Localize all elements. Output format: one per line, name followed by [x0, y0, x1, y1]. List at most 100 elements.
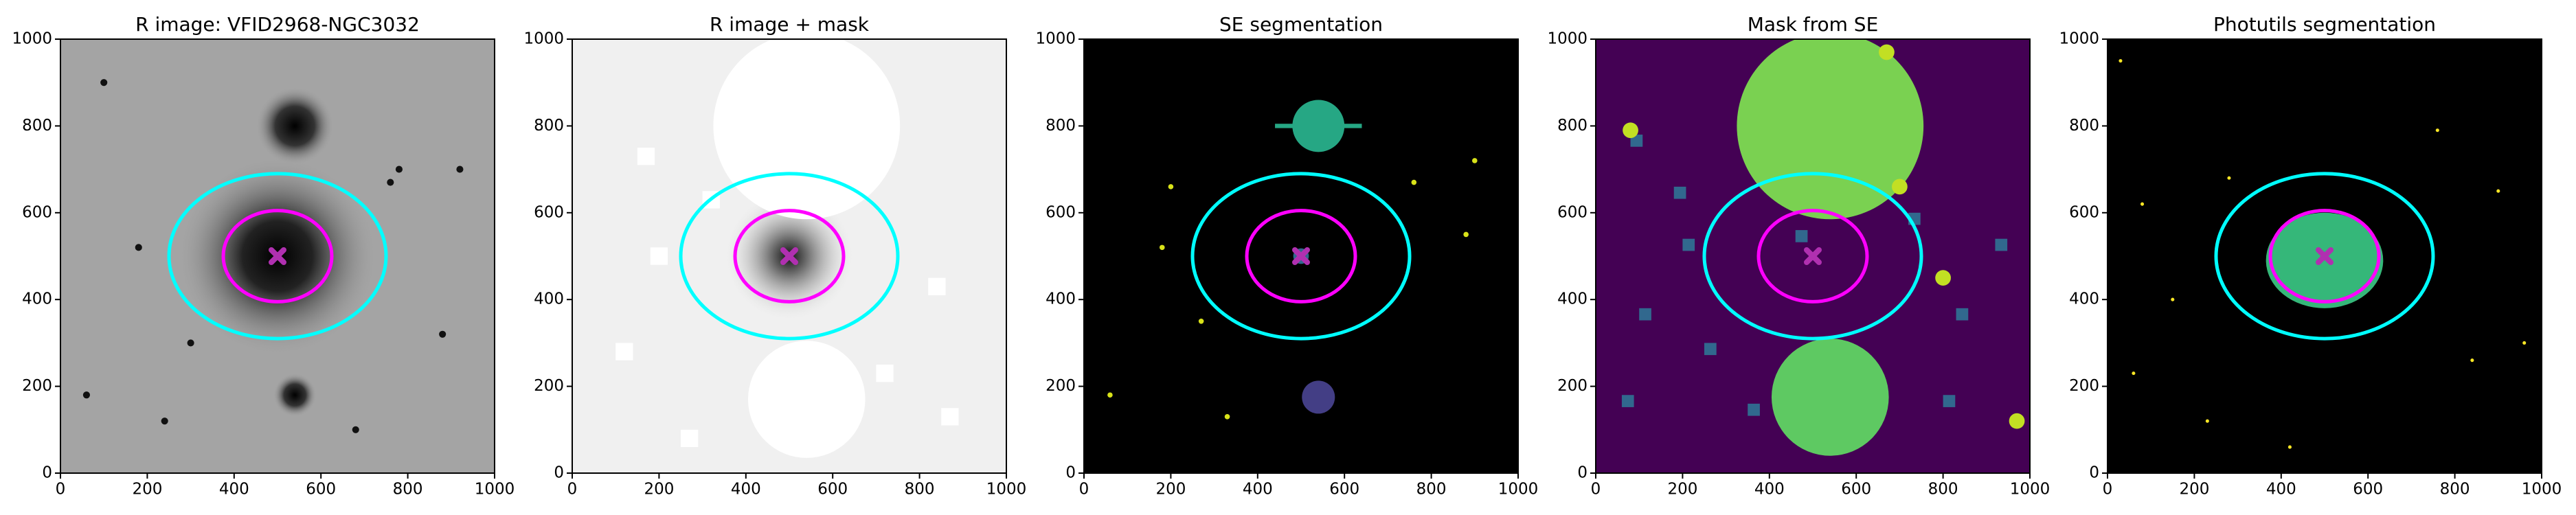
mask-region [1935, 270, 1951, 286]
aperture [221, 209, 334, 304]
y-tick-label: 600 [2069, 203, 2099, 221]
y-tick-label: 0 [1577, 464, 1588, 482]
y-tick-label: 1000 [1035, 30, 1076, 48]
segment [2140, 202, 2145, 206]
mask-region [1943, 395, 1956, 407]
axes-frame [1595, 38, 2031, 474]
star [273, 373, 317, 417]
star [456, 165, 464, 173]
y-tick-label: 600 [1046, 203, 1076, 221]
x-tick-label: 600 [2353, 481, 2383, 499]
center-marker [1292, 247, 1310, 265]
mask-region [2009, 413, 2025, 429]
y-tick-label: 800 [2069, 117, 2099, 135]
segment [1198, 319, 1204, 324]
segment [1224, 414, 1230, 420]
axes-frame [60, 38, 495, 474]
mask-region [681, 429, 699, 448]
segment [2496, 189, 2500, 193]
x-tick-label: 200 [132, 481, 162, 499]
segment [1463, 231, 1469, 238]
segment [2470, 358, 2474, 363]
mask-region [876, 365, 894, 382]
aperture [733, 209, 846, 304]
x-tick-label: 800 [2440, 481, 2470, 499]
x-tick-label: 1000 [986, 481, 1027, 499]
x-tick-label: 800 [1416, 481, 1447, 499]
mask-region [1630, 135, 1643, 147]
x-tick-label: 0 [56, 481, 66, 499]
panel-title: R image + mask [710, 13, 870, 36]
mask-region [637, 148, 655, 165]
y-tick-label: 0 [2089, 464, 2099, 482]
panel: SE segmentation 0 200 400 600 800 1000 0 200 400 6… [1035, 13, 1538, 499]
axes-frame [572, 38, 1007, 474]
axes-frame [1083, 38, 1519, 474]
star [100, 79, 108, 87]
panel: Mask from SE 0 200 400 600 800 1000 0 200 400 600 8… [1547, 13, 2050, 499]
segment [2119, 59, 2123, 63]
star [352, 426, 359, 433]
y-tick-label: 400 [22, 290, 52, 308]
y-tick-label: 1000 [2059, 30, 2099, 48]
y-tick-label: 600 [1557, 203, 1588, 221]
mask-region [1623, 122, 1638, 139]
x-tick-label: 1000 [2522, 481, 2562, 499]
x-tick-label: 200 [644, 481, 674, 499]
star [387, 179, 394, 186]
mask-region [1737, 39, 1924, 220]
segment [1275, 124, 1362, 128]
mask-region [615, 343, 633, 360]
x-tick-label: 600 [1841, 481, 1871, 499]
aperture [1756, 209, 1869, 304]
x-tick-label: 400 [1754, 481, 1785, 499]
x-tick-label: 800 [905, 481, 935, 499]
mask-region [1995, 238, 2008, 251]
segment [2287, 445, 2292, 449]
y-tick-label: 800 [1046, 117, 1076, 135]
star [135, 244, 142, 251]
image [572, 39, 1006, 473]
star [256, 87, 335, 165]
y-tick-label: 200 [1557, 377, 1588, 395]
x-tick-label: 1000 [2010, 481, 2050, 499]
center-marker [1804, 247, 1822, 265]
mask-region [747, 341, 866, 458]
y-tick-label: 800 [1557, 117, 1588, 135]
center-marker [269, 247, 286, 265]
x-tick-label: 0 [1591, 481, 1601, 499]
segment [2171, 297, 2175, 301]
y-tick-label: 200 [2069, 377, 2099, 395]
panel-title: Photutils segmentation [2213, 13, 2436, 36]
x-tick-label: 400 [219, 481, 249, 499]
x-tick-label: 600 [817, 481, 848, 499]
segment [2435, 128, 2439, 133]
segment [1107, 392, 1113, 398]
x-tick-label: 1000 [1498, 481, 1539, 499]
segment [1411, 179, 1417, 185]
mask-region [1879, 44, 1895, 60]
y-tick-label: 400 [2069, 290, 2099, 308]
mask-region [1771, 339, 1889, 456]
x-tick-label: 400 [1243, 481, 1273, 499]
aperture [2214, 172, 2435, 341]
center-marker [780, 247, 798, 265]
x-tick-label: 0 [2103, 481, 2113, 499]
image [1596, 39, 2030, 473]
image [2108, 39, 2542, 473]
mask-region [1621, 395, 1634, 407]
y-tick-label: 400 [534, 290, 564, 308]
panel: Photutils segmentation 0 200 400 600 800 1000 0… [2059, 13, 2562, 499]
segment [2266, 212, 2384, 308]
x-tick-label: 1000 [475, 481, 515, 499]
star [439, 330, 447, 338]
mask-region [1748, 403, 1760, 416]
y-tick-label: 200 [22, 377, 52, 395]
image [60, 39, 495, 473]
x-tick-label: 800 [393, 481, 423, 499]
star [187, 339, 194, 347]
segment [2227, 176, 2231, 180]
segment [2522, 341, 2527, 345]
mask-region [1795, 230, 1808, 242]
